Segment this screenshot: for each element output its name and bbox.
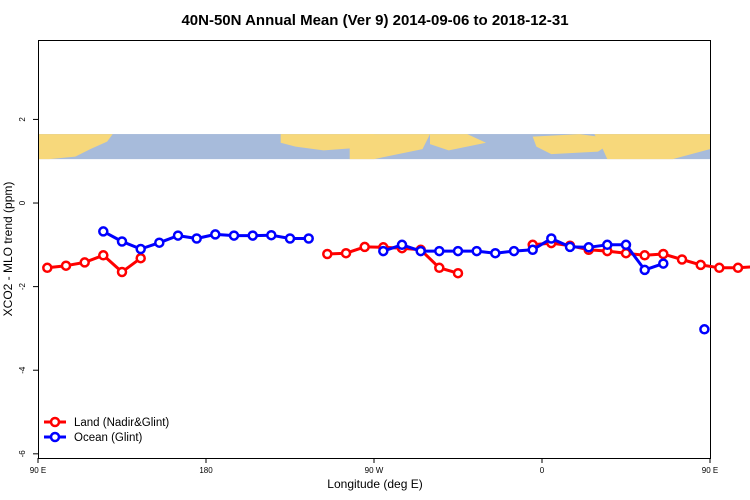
data-point: [154, 237, 165, 248]
land-shape: [430, 134, 486, 151]
x-tick-label: 90 W: [365, 466, 384, 475]
x-tick-label: 0: [540, 466, 545, 475]
data-point: [546, 233, 557, 244]
data-point: [60, 260, 72, 271]
data-point: [116, 266, 128, 278]
land-shape: [532, 134, 617, 155]
data-point: [508, 245, 520, 257]
data-point: [434, 245, 445, 257]
data-point: [452, 245, 464, 257]
data-point: [695, 259, 706, 271]
data-point: [583, 242, 594, 253]
data-point: [98, 250, 109, 261]
data-point: [658, 258, 669, 269]
data-point: [658, 248, 669, 260]
data-point: [98, 226, 109, 237]
y-tick-label: -4: [18, 366, 27, 374]
x-axis-label: Longitude (deg E): [327, 477, 422, 491]
y-tick-label: 0: [18, 200, 27, 205]
data-point: [639, 264, 650, 276]
data-point: [378, 245, 389, 257]
data-point: [452, 267, 464, 279]
data-point: [42, 262, 53, 274]
data-point: [284, 233, 296, 244]
series-line: [382, 237, 664, 272]
data-point: [564, 241, 576, 253]
data-point: [471, 245, 482, 257]
data-point: [620, 239, 632, 251]
data-point: [247, 230, 258, 241]
land-shape: [594, 134, 710, 160]
chart-title: 40N-50N Annual Mean (Ver 9) 2014-09-06 t…: [181, 12, 568, 29]
data-point: [228, 230, 240, 241]
x-tick-label: 180: [199, 466, 213, 475]
data-point: [415, 245, 426, 257]
data-point: [699, 324, 710, 335]
series-ocean: [98, 226, 710, 335]
data-point: [434, 262, 445, 274]
x-tick-label: 90 E: [30, 466, 46, 475]
y-axis-label: XCO2 - MLO trend (ppm): [1, 182, 15, 317]
y-tick-label: -6: [18, 450, 27, 458]
y-tick-label: -2: [18, 283, 27, 291]
data-point: [602, 239, 613, 251]
series-line: [102, 230, 309, 251]
data-point: [191, 233, 202, 244]
data-point: [303, 233, 314, 244]
legend-ocean-marker: [49, 431, 61, 443]
data-point: [322, 248, 333, 260]
land-shape: [349, 134, 430, 160]
data-point: [135, 252, 146, 264]
data-point: [676, 254, 688, 265]
world-map-strip: [38, 134, 710, 160]
legend-land-label: Land (Nadir&Glint): [74, 417, 169, 429]
data-point: [340, 247, 352, 259]
legend-ocean-label: Ocean (Glint): [74, 432, 143, 444]
legend-land-marker: [49, 416, 61, 428]
data-point: [172, 230, 184, 241]
data-point: [116, 236, 128, 247]
land-shape: [38, 134, 113, 160]
data-point: [79, 257, 90, 268]
y-tick-label: 2: [18, 117, 27, 122]
data-point: [135, 243, 146, 255]
data-point: [210, 229, 221, 240]
data-point: [396, 239, 408, 251]
legend: Land (Nadir&Glint) Ocean (Glint): [44, 416, 169, 444]
data-point: [266, 229, 277, 241]
y-axis: -6 -4 -2 0 2: [18, 117, 38, 458]
data-point: [639, 250, 650, 261]
data-point: [490, 247, 501, 259]
series-layer: [42, 226, 750, 335]
x-tick-label: 90 E: [702, 466, 718, 475]
data-point: [714, 262, 725, 274]
data-point: [527, 244, 538, 256]
data-point: [359, 241, 370, 253]
data-point: [732, 262, 744, 274]
